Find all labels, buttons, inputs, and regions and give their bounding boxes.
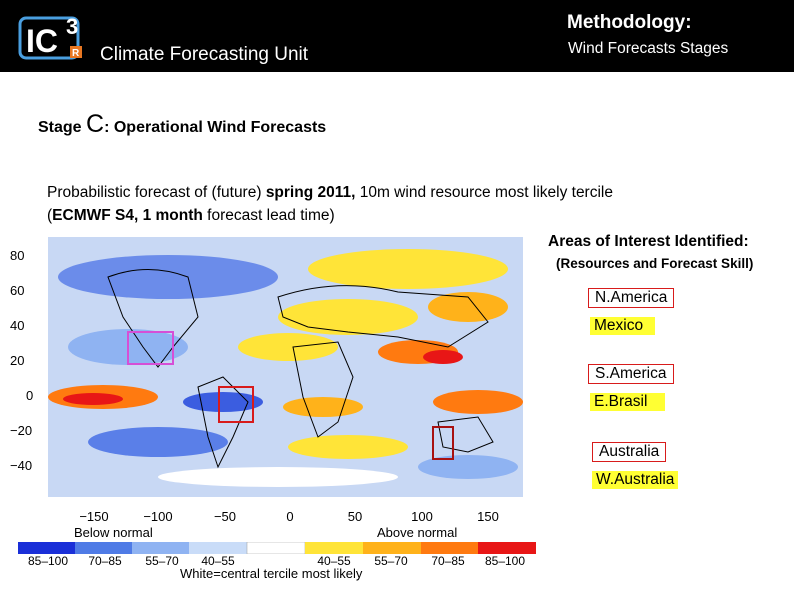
ic3-logo: IC 3 R (18, 10, 98, 62)
colorbar-label: 40–55 (317, 554, 351, 568)
colorbar-label: 55–70 (374, 554, 408, 568)
desc-text: Probabilistic forecast of (future) (47, 184, 266, 201)
logo-badge: R (72, 48, 80, 59)
forecast-map (48, 237, 523, 497)
desc-text: 10m wind resource most likely tercile (355, 184, 613, 201)
colorbar-label: 70–85 (88, 554, 122, 568)
x-tick: 100 (411, 509, 433, 524)
stage-heading: Stage C: Operational Wind Forecasts (38, 110, 326, 139)
x-tick: 50 (347, 509, 363, 524)
region-mexico: Mexico (590, 317, 656, 335)
stage-letter: C (86, 110, 105, 138)
y-tick: 0 (26, 388, 34, 403)
x-tick: −150 (79, 509, 109, 524)
colorbar-label: 40–55 (201, 554, 235, 568)
colorbar-label: 55–70 (145, 554, 179, 568)
desc-bold: ECMWF S4, 1 month (52, 207, 203, 224)
y-tick: −40 (10, 458, 33, 473)
x-tick: −50 (213, 509, 237, 524)
colorbar-label: 70–85 (431, 554, 465, 568)
areas-subtitle: (Resources and Forecast Skill) (556, 256, 754, 271)
desc-bold: spring 2011, (265, 184, 356, 201)
logo-superscript: 3 (66, 14, 78, 39)
region-south-america: S.America (588, 364, 674, 384)
header-bar: IC 3 R Climate Forecasting Unit Methodol… (0, 0, 794, 72)
above-normal-label: Above normal (377, 525, 458, 540)
forecast-description: Probabilistic forecast of (future) sprin… (47, 181, 613, 227)
page-title: Methodology: (567, 12, 692, 33)
forecast-map-image (48, 237, 523, 497)
page-subtitle: Wind Forecasts Stages (568, 40, 729, 57)
below-normal-label: Below normal (74, 525, 153, 540)
logo-text: IC (26, 23, 58, 59)
unit-name: Climate Forecasting Unit (100, 44, 309, 65)
south-america-highlight (218, 386, 254, 423)
y-tick: −20 (10, 423, 33, 438)
x-tick: 0 (286, 509, 294, 524)
y-tick: 20 (10, 353, 25, 368)
stage-suffix: : Operational Wind Forecasts (104, 119, 327, 136)
y-tick: 80 (10, 248, 25, 263)
central-tercile-note: White=central tercile most likely (180, 566, 363, 581)
north-america-highlight (127, 331, 174, 365)
region-australia: Australia (592, 442, 667, 462)
desc-text: ( (47, 207, 53, 224)
colorbar-label: 85–100 (27, 554, 69, 568)
areas-title: Areas of Interest Identified: (548, 233, 749, 250)
y-tick: 40 (10, 318, 25, 333)
colorbar-label: 85–100 (484, 554, 526, 568)
desc-text: forecast lead time) (202, 207, 335, 224)
stage-prefix: Stage (38, 119, 87, 136)
y-tick: 60 (10, 283, 25, 298)
region-north-america: N.America (588, 288, 675, 308)
x-tick: 150 (477, 509, 499, 524)
region-e-brasil: E.Brasil (590, 393, 666, 411)
region-w-australia: W.Australia (592, 471, 679, 489)
colorbar (18, 542, 536, 554)
australia-highlight (432, 426, 454, 460)
x-tick: −100 (143, 509, 173, 524)
